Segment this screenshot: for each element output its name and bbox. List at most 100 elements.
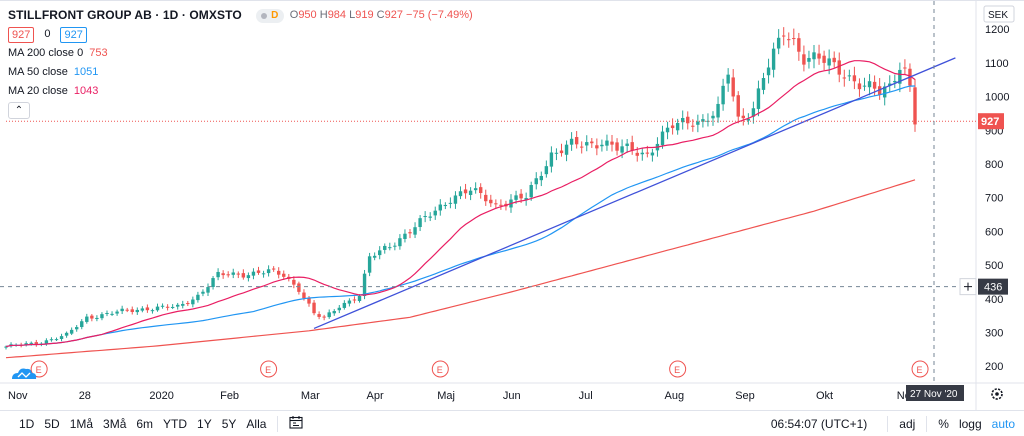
candle-body[interactable]	[322, 316, 326, 318]
candle-body[interactable]	[140, 308, 145, 311]
candle-body[interactable]	[761, 78, 766, 90]
candle-body[interactable]	[574, 137, 579, 145]
candle-body[interactable]	[236, 273, 240, 275]
candle-body[interactable]	[398, 238, 402, 247]
earnings-marker[interactable]	[260, 360, 278, 378]
candle-body[interactable]	[539, 175, 543, 181]
candle-body[interactable]	[105, 313, 109, 315]
candle-body[interactable]	[211, 278, 215, 287]
candle-body[interactable]	[110, 313, 114, 315]
candle-body[interactable]	[135, 309, 139, 313]
candle-body[interactable]	[155, 306, 160, 311]
earnings-marker[interactable]	[911, 360, 929, 378]
candle-body[interactable]	[473, 188, 478, 191]
candle-body[interactable]	[731, 77, 735, 97]
candle-body[interactable]	[787, 39, 791, 41]
candle-body[interactable]	[792, 38, 796, 40]
candle-body[interactable]	[150, 310, 155, 312]
candle-body[interactable]	[736, 95, 740, 117]
chevron-up-icon[interactable]: ⌃	[8, 102, 30, 119]
candle-body[interactable]	[842, 77, 846, 79]
candle-body[interactable]	[726, 74, 730, 84]
candle-body[interactable]	[90, 315, 94, 319]
candle-body[interactable]	[862, 85, 867, 87]
candle-body[interactable]	[378, 250, 382, 256]
candle-body[interactable]	[716, 103, 720, 118]
candle-body[interactable]	[271, 268, 276, 270]
candle-body[interactable]	[282, 273, 286, 277]
candle-body[interactable]	[69, 329, 74, 334]
candle-body[interactable]	[650, 152, 655, 156]
candle-body[interactable]	[317, 314, 321, 317]
candle-body[interactable]	[463, 189, 468, 194]
candle-body[interactable]	[701, 119, 705, 122]
candle-body[interactable]	[479, 187, 483, 193]
candle-body[interactable]	[458, 191, 463, 197]
adjust-toggle[interactable]: adj	[899, 416, 916, 431]
candle-body[interactable]	[428, 216, 432, 218]
candle-body[interactable]	[675, 123, 680, 131]
candle-body[interactable]	[847, 75, 852, 77]
source-badge[interactable]: D	[255, 8, 284, 23]
candle-body[interactable]	[635, 152, 639, 156]
earnings-marker[interactable]	[669, 360, 687, 378]
candle-body[interactable]	[807, 57, 811, 62]
calendar-icon[interactable]	[284, 415, 308, 432]
candle-body[interactable]	[660, 131, 665, 146]
candle-body[interactable]	[721, 85, 725, 105]
candle-body[interactable]	[448, 202, 453, 204]
candle-body[interactable]	[206, 287, 210, 293]
candle-body[interactable]	[277, 270, 281, 275]
sell-price-button[interactable]: 927	[8, 26, 35, 43]
buy-price-button[interactable]: 927	[60, 26, 87, 43]
candle-body[interactable]	[812, 52, 816, 60]
percent-toggle[interactable]: %	[938, 416, 949, 431]
range-6m[interactable]: 6m	[136, 416, 154, 431]
candle-body[interactable]	[170, 306, 175, 308]
candle-body[interactable]	[145, 307, 150, 311]
candle-body[interactable]	[549, 152, 554, 167]
candle-body[interactable]	[888, 83, 892, 86]
candle-body[interactable]	[797, 38, 801, 52]
candle-body[interactable]	[519, 193, 523, 199]
candle-body[interactable]	[499, 204, 503, 206]
candle-body[interactable]	[746, 118, 751, 121]
candle-body[interactable]	[585, 142, 589, 146]
range-ytd[interactable]: YTD	[163, 416, 188, 431]
candle-body[interactable]	[913, 87, 917, 125]
range-5d[interactable]: 5D	[44, 416, 60, 431]
range-all[interactable]: Alla	[246, 416, 267, 431]
candle-body[interactable]	[630, 142, 634, 151]
candle-body[interactable]	[367, 256, 372, 273]
candle-body[interactable]	[468, 190, 473, 195]
candle-body[interactable]	[903, 67, 907, 69]
candle-body[interactable]	[352, 299, 357, 301]
candle-body[interactable]	[686, 116, 690, 124]
candle-body[interactable]	[706, 120, 710, 122]
candle-body[interactable]	[822, 55, 826, 63]
candle-body[interactable]	[837, 60, 841, 75]
candle-body[interactable]	[670, 125, 675, 129]
candle-body[interactable]	[872, 81, 877, 89]
candle-body[interactable]	[529, 185, 533, 198]
candle-body[interactable]	[559, 150, 564, 154]
candle-body[interactable]	[817, 53, 821, 59]
trendline[interactable]	[313, 57, 956, 330]
candle-body[interactable]	[691, 125, 695, 127]
candle-body[interactable]	[590, 141, 594, 144]
candle-body[interactable]	[125, 309, 129, 311]
candle-body[interactable]	[595, 145, 599, 149]
candle-body[interactable]	[388, 247, 392, 249]
candle-body[interactable]	[186, 303, 190, 305]
candle-body[interactable]	[372, 255, 377, 258]
candle-body[interactable]	[696, 121, 700, 125]
candle-body[interactable]	[216, 271, 220, 278]
ma-row-20[interactable]: MA 20 close 1043	[8, 82, 473, 101]
symbol-title[interactable]: STILLFRONT GROUP AB · 1D · OMXSTO	[8, 8, 242, 22]
candle-body[interactable]	[44, 340, 49, 344]
log-toggle[interactable]: logg	[958, 416, 982, 431]
candle-body[interactable]	[196, 294, 200, 301]
candle-body[interactable]	[4, 346, 8, 348]
range-1m[interactable]: 1Må	[69, 416, 94, 431]
candle-body[interactable]	[569, 138, 574, 145]
